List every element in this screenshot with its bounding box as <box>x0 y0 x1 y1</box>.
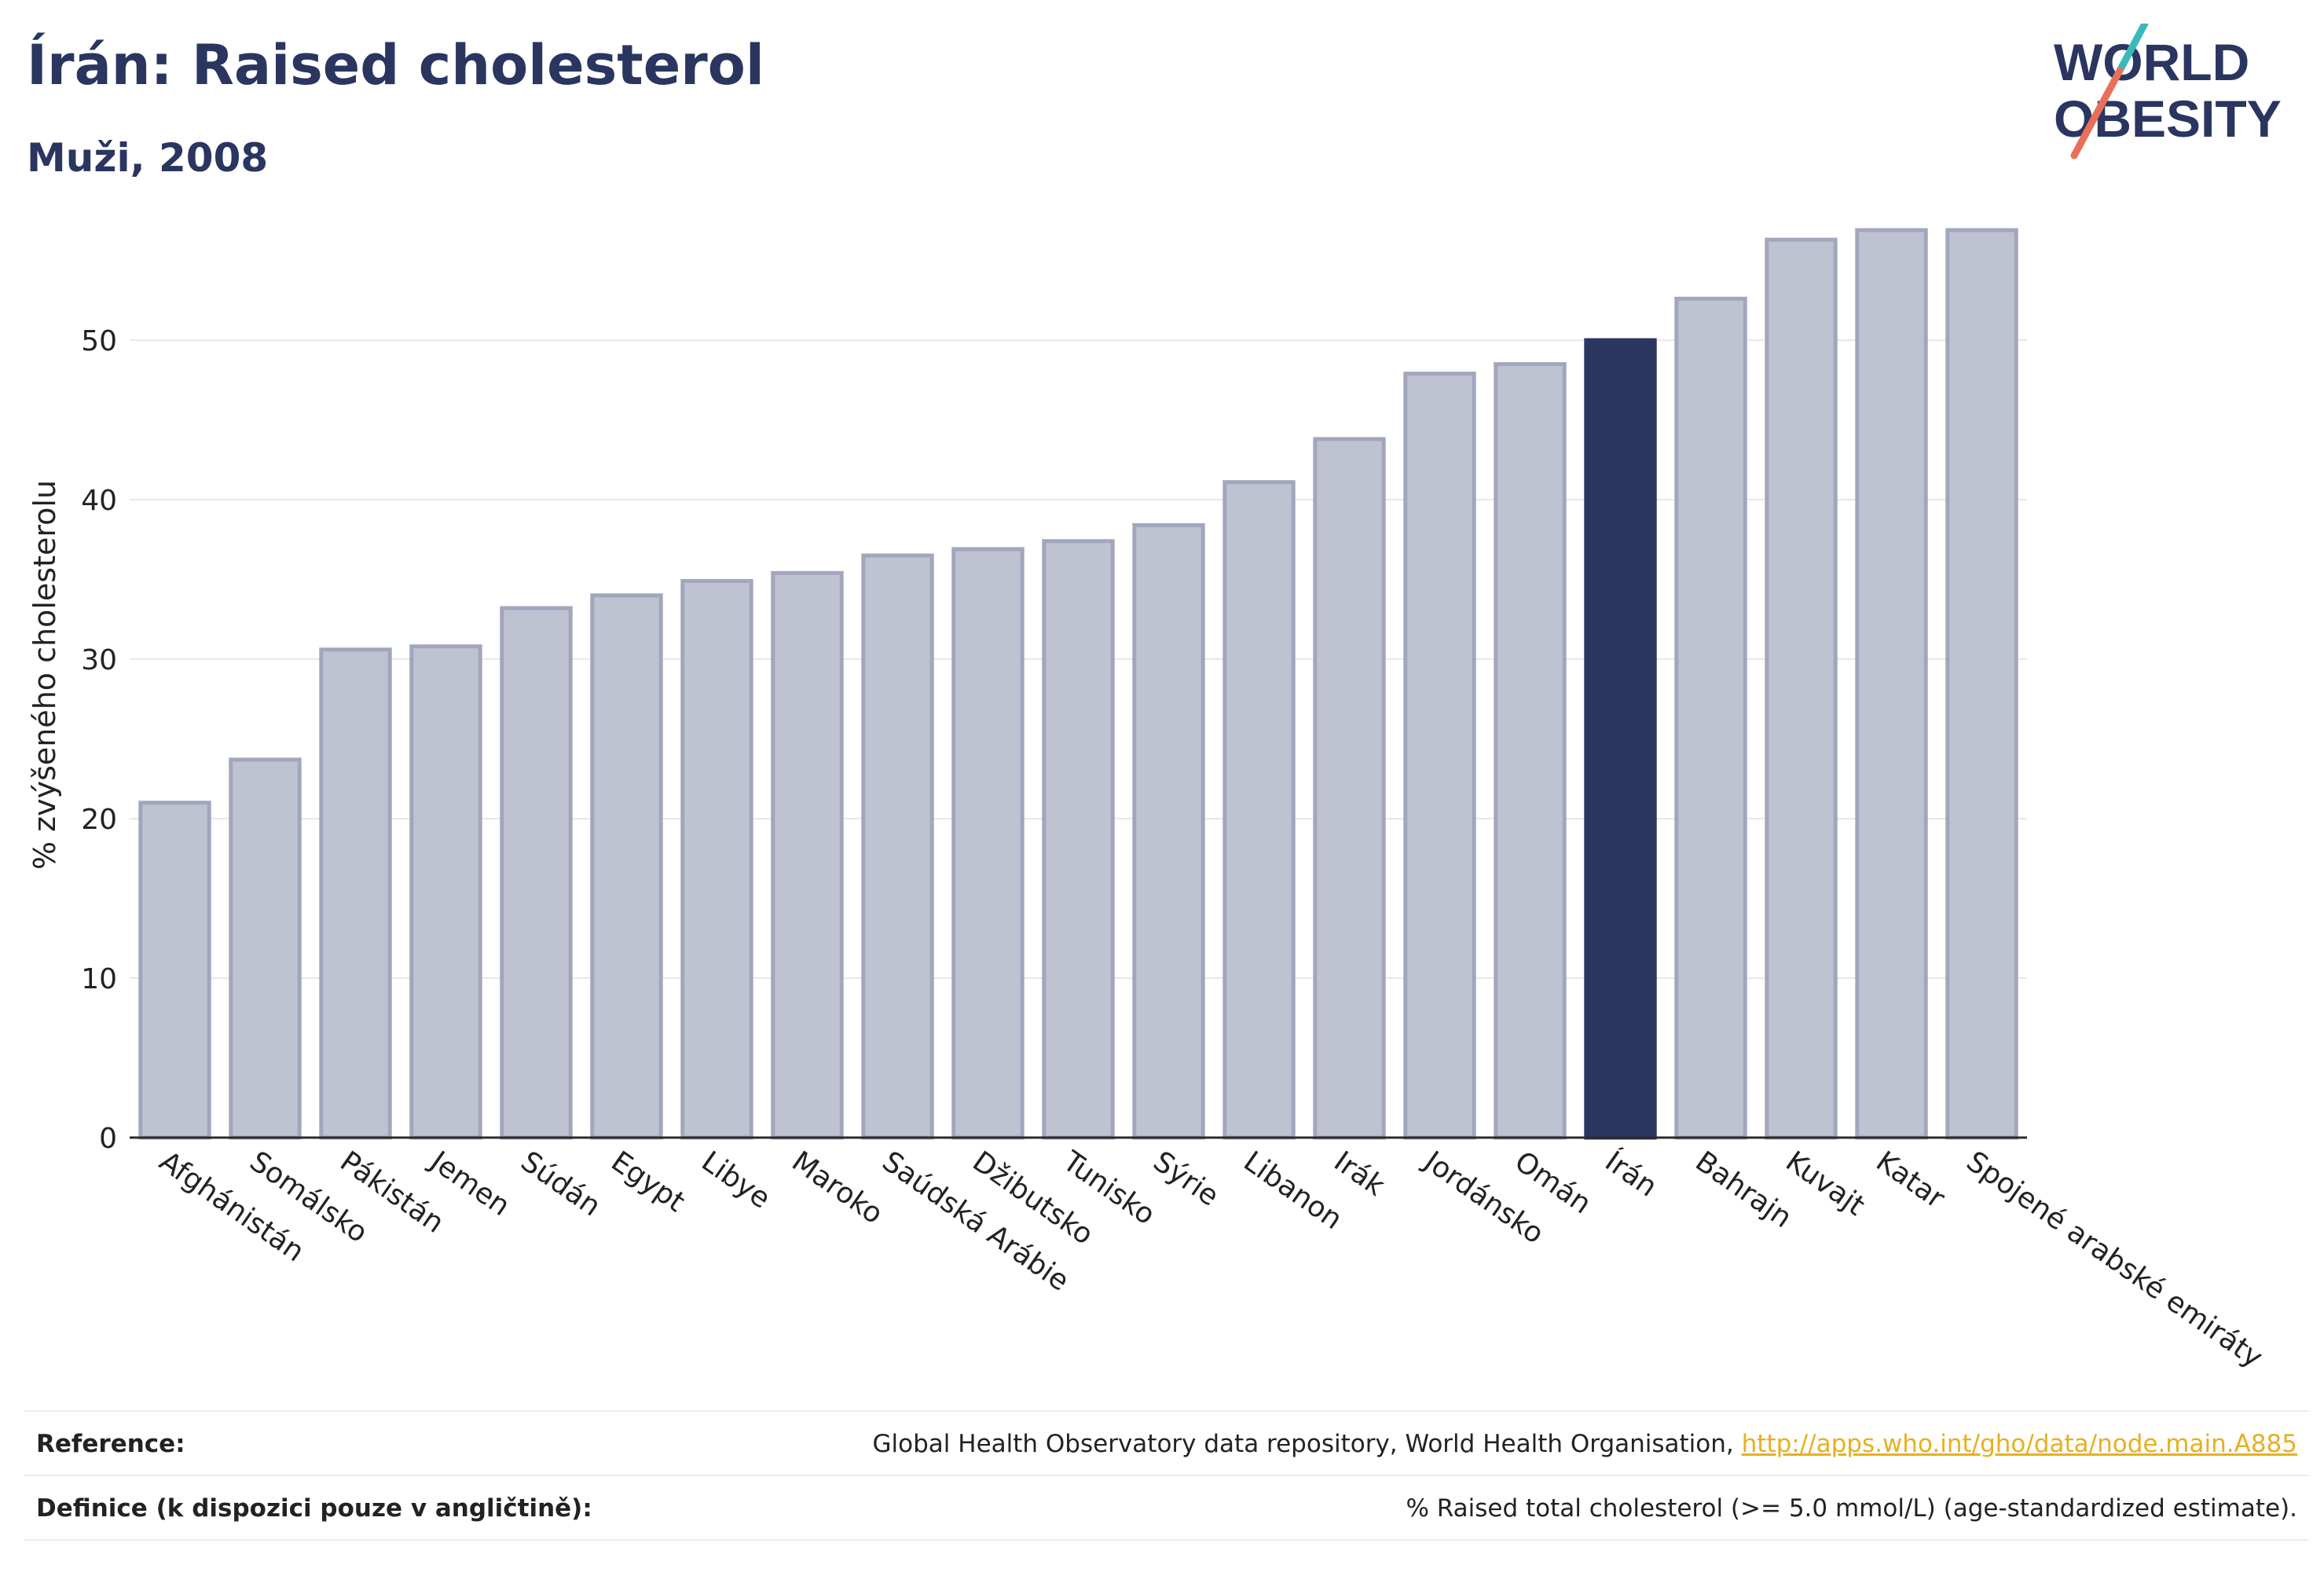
logo-text-world: WORLD <box>2054 33 2249 91</box>
bar-20 <box>1945 228 2018 1140</box>
bar-5 <box>590 593 663 1140</box>
bar-4 <box>500 606 573 1140</box>
footer-reference-row: Reference: Global Health Observatory dat… <box>24 1410 2308 1476</box>
x-tick-label: Irák <box>1328 1145 1391 1203</box>
bar-8 <box>861 553 934 1140</box>
page-title: Írán: Raised cholesterol <box>27 33 764 97</box>
bar-chart: 0 10 20 30 40 50 AfghánistánSomálskoPákistánJ… <box>27 228 2268 1375</box>
x-tick-label: Írán <box>1599 1145 1663 1204</box>
y-axis-ticks: 0 10 20 30 40 50 <box>81 325 117 1155</box>
logo-slash-top <box>2116 24 2149 75</box>
bar-9 <box>951 547 1025 1140</box>
x-tick-label: Bahrajn <box>1689 1145 1798 1234</box>
bar-2 <box>319 647 392 1140</box>
y-tick-label: 0 <box>99 1123 117 1155</box>
bar-3 <box>409 644 482 1140</box>
bar-14 <box>1403 372 1476 1140</box>
bar-19 <box>1855 228 1928 1140</box>
bar-1 <box>229 757 302 1140</box>
x-tick-label: Libanon <box>1237 1145 1347 1236</box>
footer-definition-row: Definice (k dispozici pouze v angličtině… <box>24 1475 2308 1541</box>
y-tick-label: 50 <box>81 325 117 357</box>
bar-12 <box>1222 480 1296 1140</box>
bar-16 <box>1584 338 1657 1140</box>
logo-slash-bottom <box>2070 67 2124 159</box>
x-tick-label: Egypt <box>605 1145 691 1219</box>
bar-7 <box>771 570 844 1140</box>
reference-label: Reference: <box>36 1430 185 1458</box>
y-tick-label: 20 <box>81 804 117 836</box>
x-tick-label: Súdán <box>515 1145 606 1223</box>
definition-label: Definice (k dispozici pouze v angličtině… <box>36 1494 592 1523</box>
y-tick-label: 10 <box>81 963 117 995</box>
reference-value: Global Health Observatory data repositor… <box>873 1430 2308 1458</box>
x-tick-label: Maroko <box>786 1145 889 1231</box>
reference-link[interactable]: http://apps.who.int/gho/data/node.main.A… <box>1741 1430 2297 1458</box>
page-subtitle: Muži, 2008 <box>27 135 269 181</box>
x-tick-label: Libye <box>695 1145 775 1215</box>
reference-text: Global Health Observatory data repositor… <box>872 1430 1742 1458</box>
x-tick-label: Sýrie <box>1147 1145 1224 1213</box>
y-axis-label: % zvýšeného cholesterolu <box>27 480 62 870</box>
x-tick-label: Katar <box>1870 1145 1950 1215</box>
bar-6 <box>680 579 753 1140</box>
world-obesity-logo: WORLD OBESITY <box>2054 24 2282 159</box>
y-tick-label: 40 <box>81 485 117 517</box>
bar-18 <box>1765 237 1838 1140</box>
definition-value: % Raised total cholesterol (>= 5.0 mmol/… <box>1406 1494 2297 1523</box>
footer-divider <box>24 1539 2308 1541</box>
y-tick-label: 30 <box>81 644 117 676</box>
bar-0 <box>138 801 211 1140</box>
bar-17 <box>1674 296 1747 1140</box>
bar-15 <box>1494 361 1567 1140</box>
x-tick-label: Spojené arabské emiráty <box>1960 1145 2268 1374</box>
bar-11 <box>1132 522 1205 1140</box>
bar-10 <box>1042 539 1115 1140</box>
bar-13 <box>1313 437 1386 1140</box>
bars <box>138 228 2018 1140</box>
